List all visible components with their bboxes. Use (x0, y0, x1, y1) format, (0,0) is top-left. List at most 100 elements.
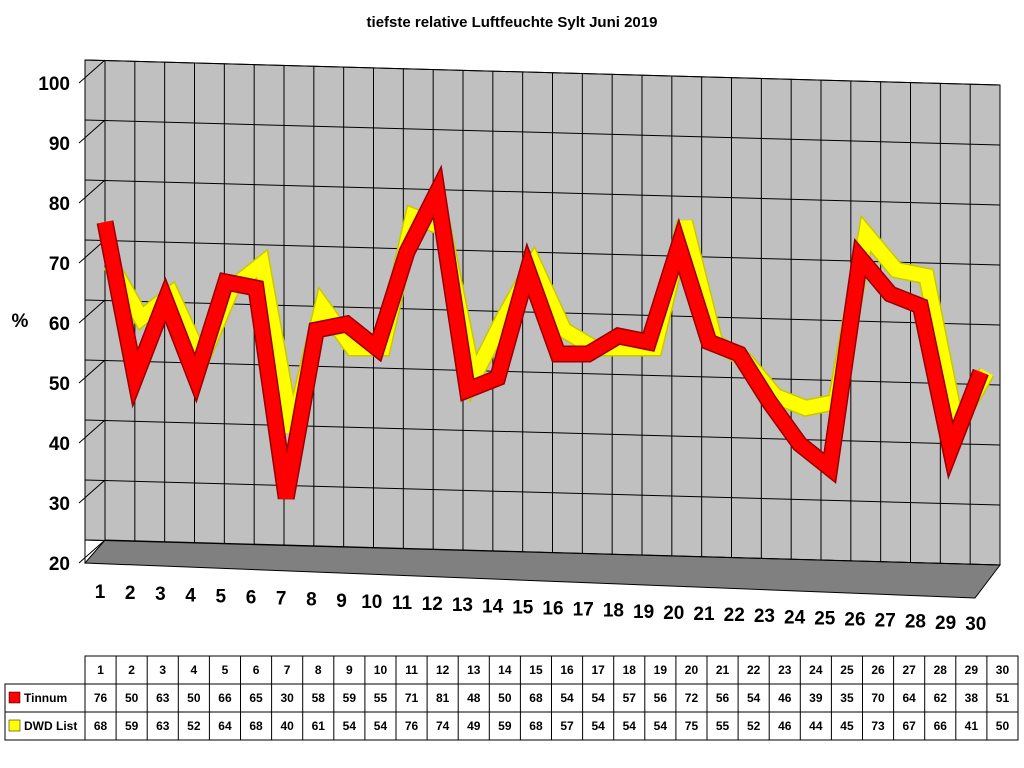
table-cell: 68 (529, 719, 543, 733)
data-point (376, 347, 378, 349)
gridline-h (84, 239, 1001, 266)
data-point (140, 317, 142, 319)
table-cell: 46 (778, 719, 792, 733)
x-tick-label: 9 (336, 591, 347, 612)
table-cell: 59 (125, 719, 139, 733)
data-point (412, 215, 414, 217)
x-axis: 1 2 3 4 5 6 7 8 9 10 11 12 13 14 15 16 17 18 19 20 21 22 23 24 2… (95, 582, 987, 635)
gridline-h (84, 539, 1001, 566)
x-tick-label: 27 (875, 611, 896, 632)
data-point (708, 341, 710, 343)
y-tick-label: 30 (49, 494, 70, 515)
y-tick-label: 20 (49, 554, 70, 575)
gridline-side (78, 419, 106, 444)
table-cell: 35 (840, 691, 854, 705)
table-cell: 52 (187, 719, 201, 733)
table-cell: 39 (809, 691, 823, 705)
y-axis-label: % (12, 311, 29, 332)
data-point (134, 377, 136, 379)
table-cell: 68 (249, 719, 263, 733)
x-tick-label: 18 (603, 601, 624, 622)
data-point (285, 497, 287, 499)
table-header-cell: 22 (747, 663, 761, 677)
x-tick-label: 5 (216, 586, 227, 607)
data-point (587, 353, 589, 355)
x-tick-label: 30 (965, 614, 986, 635)
gridline-side (78, 119, 106, 144)
data-point (980, 371, 982, 373)
table-header-cell: 18 (623, 663, 637, 677)
legend-label: DWD List (24, 719, 77, 733)
table-cell: 50 (125, 691, 139, 705)
x-tick-label: 24 (784, 607, 806, 628)
legend-label: Tinnum (24, 691, 67, 705)
series-line (98, 169, 988, 500)
table-cell: 54 (591, 719, 605, 733)
table-header-cell: 17 (591, 663, 605, 677)
table-header-cell: 27 (902, 663, 916, 677)
x-tick-label: 2 (125, 583, 136, 604)
data-point (527, 269, 529, 271)
data-point (315, 329, 317, 331)
data-table: Tinnum 76 50 63 50 66 65 30 58 59 55 71 81 48 50 68 54 54… (4, 655, 1019, 741)
table-header-cell: 15 (529, 663, 543, 677)
table-header-cell: 30 (996, 663, 1010, 677)
table-header-cell: 9 (346, 663, 353, 677)
data-point (617, 335, 619, 337)
data-point (195, 377, 197, 379)
table-cell: 63 (156, 691, 170, 705)
gridline-side (78, 539, 106, 564)
data-point (895, 269, 897, 271)
y-tick-label: 70 (49, 254, 70, 275)
gridline-h (84, 419, 1001, 446)
data-point (889, 293, 891, 295)
data-point (466, 389, 468, 391)
chart-title: tiefste relative Luftfeuchte Sylt Juni 2… (367, 14, 658, 31)
table-row (4, 711, 1019, 741)
table-cell: 56 (716, 691, 730, 705)
table-cell: 59 (343, 691, 357, 705)
table-header-cell: 19 (654, 663, 668, 677)
x-tick-label: 28 (905, 612, 926, 633)
data-point (829, 467, 831, 469)
table-header-cell: 21 (716, 663, 730, 677)
table-cell: 54 (560, 691, 574, 705)
table-cell: 58 (312, 691, 326, 705)
data-point (799, 443, 801, 445)
table-header-cell: 24 (809, 663, 823, 677)
x-tick-label: 7 (276, 589, 287, 610)
table-cell: 54 (374, 719, 388, 733)
table-header-cell: 26 (871, 663, 885, 677)
data-point (436, 191, 438, 193)
x-tick-label: 17 (573, 600, 594, 621)
table-cell: 46 (778, 691, 792, 705)
gridline-side (78, 359, 106, 384)
table-cell: 68 (529, 691, 543, 705)
gridline-h (84, 119, 1001, 146)
x-tick-label: 12 (422, 594, 443, 615)
y-tick-label: 90 (49, 134, 70, 155)
data-point (925, 275, 927, 277)
data-point (255, 287, 257, 289)
data-point (859, 257, 861, 259)
table-cell: 49 (467, 719, 481, 733)
table-cell: 50 (996, 719, 1010, 733)
table-header-cell: 7 (284, 663, 291, 677)
data-point (503, 317, 505, 319)
data-point (346, 323, 348, 325)
table-header-cell: 25 (840, 663, 854, 677)
table-cell: 74 (436, 719, 450, 733)
x-tick-label: 22 (724, 605, 745, 626)
table-cell: 65 (249, 691, 263, 705)
y-tick-label: 100 (38, 74, 70, 95)
table-header-cell: 8 (315, 663, 322, 677)
plot-area (78, 59, 1001, 599)
table-cell: 57 (623, 691, 637, 705)
table-cell: 59 (498, 719, 512, 733)
x-tick-label: 26 (844, 610, 865, 631)
table-cell: 66 (218, 691, 232, 705)
data-point (738, 353, 740, 355)
x-tick-label: 8 (306, 590, 317, 611)
y-tick-label: 60 (49, 314, 70, 335)
